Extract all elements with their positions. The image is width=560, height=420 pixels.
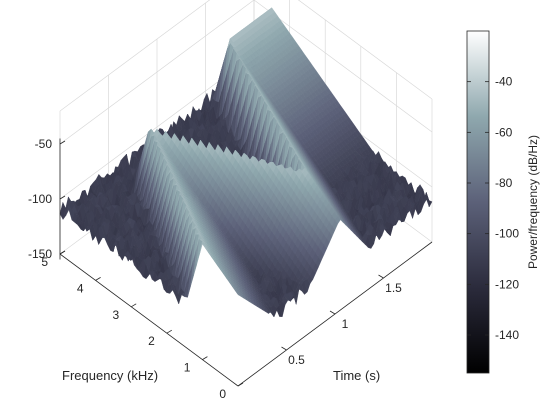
axes: 0.5 1 1.5 0 1 2 3 4 5 -50 -100 -150 [28, 137, 433, 401]
frequency-tick-label: 5 [41, 255, 48, 269]
colorbar: -40 -60 -80 -100 -120 -140 Power/frequency (d… [466, 30, 540, 374]
frequency-tick-label: 4 [77, 281, 84, 295]
time-tick-label: 1 [342, 317, 349, 331]
z-tick-label: -50 [35, 137, 53, 151]
colorbar-tick-label: -40 [495, 75, 513, 89]
frequency-tick-mark [166, 329, 173, 334]
time-tick-label: 1.5 [385, 281, 402, 295]
colorbar-tick-label: -80 [495, 176, 513, 190]
frequency-tick-mark [202, 356, 208, 360]
time-tick-label: 0.5 [288, 353, 305, 367]
frequency-tick-label: 1 [184, 361, 191, 375]
time-tick-mark [281, 346, 287, 351]
time-tick-mark [329, 310, 336, 315]
frequency-tick-mark [95, 277, 101, 281]
colorbar-tick-label: -120 [495, 277, 519, 291]
z-tick-mark [59, 195, 66, 200]
colorbar-tick-label: -100 [495, 227, 519, 241]
time-axis-label: Time (s) [333, 368, 380, 383]
frequency-tick-label: 3 [113, 308, 120, 322]
z-tick-label: -150 [28, 247, 52, 261]
frequency-tick-label: 0 [219, 387, 226, 401]
colorbar-ticks: -40 -60 -80 -100 -120 -140 [467, 75, 519, 342]
frequency-tick-mark [130, 303, 137, 308]
spectrogram-surface [59, 7, 433, 318]
colorbar-gradient [466, 30, 490, 374]
frequency-axis-line [59, 253, 239, 387]
frequency-tick-mark [237, 382, 244, 387]
z-tick-label: -100 [28, 192, 52, 206]
time-tick-mark [378, 274, 384, 279]
colorbar-label: Power/frequency (dB/Hz) [526, 135, 540, 269]
frequency-tick-label: 2 [148, 334, 155, 348]
z-tick-mark [59, 140, 66, 145]
frequency-axis-label: Frequency (kHz) [62, 368, 158, 383]
colorbar-tick-label: -60 [495, 125, 513, 139]
colorbar-tick-label: -140 [495, 328, 519, 342]
z-tick-mark [59, 250, 66, 255]
